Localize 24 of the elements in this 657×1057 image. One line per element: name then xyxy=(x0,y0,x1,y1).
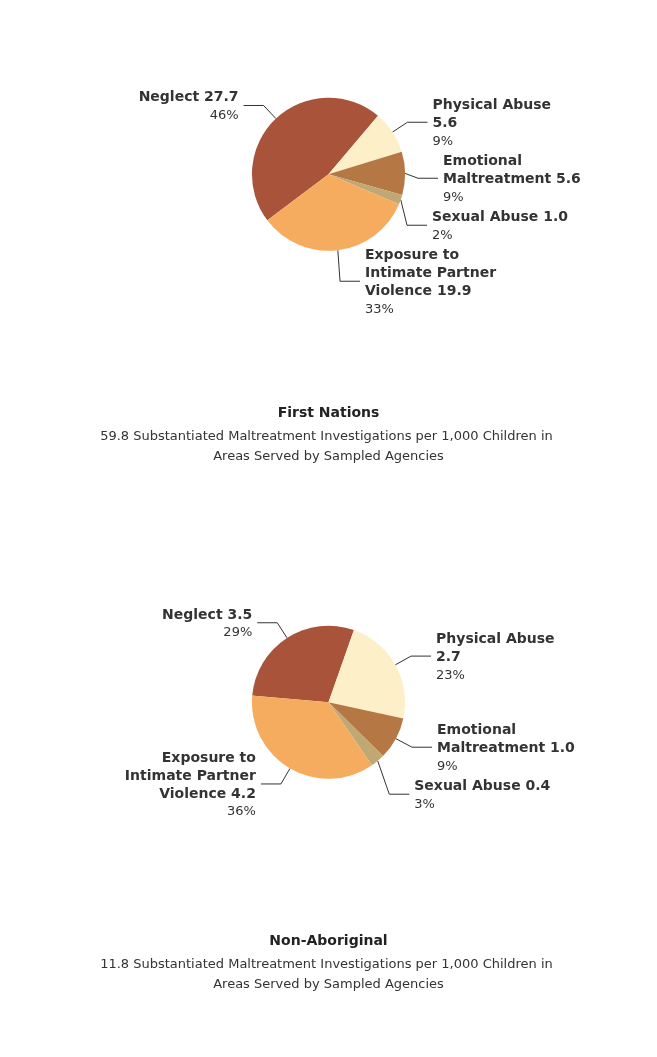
slice-label: Physical Abuse 5.6 xyxy=(432,96,552,131)
data-label: 2% xyxy=(432,226,453,242)
slice-label: Neglect 27.7 xyxy=(138,88,239,105)
data-label: 9% xyxy=(437,757,458,773)
slice-label: Sexual Abuse 1.0 xyxy=(432,208,569,225)
data-label: 23% xyxy=(436,666,465,682)
data-label: 33% xyxy=(365,300,394,316)
slice-label: Exposure to Intimate Partner Violence 4.2 xyxy=(124,748,257,801)
data-label: 9% xyxy=(432,132,454,148)
text: Non-Aboriginal xyxy=(269,932,388,948)
text: First Nations xyxy=(277,404,380,420)
slice-label: Emotional Maltreatment 1.0 xyxy=(437,721,576,756)
data-label: 9% xyxy=(443,188,464,204)
slice-label: Physical Abuse 2.7 xyxy=(436,630,555,665)
slice-label: Emotional Maltreatment 5.6 xyxy=(443,152,581,187)
data-label: 29% xyxy=(223,624,253,640)
text: 59.8 Substantiated Maltreatment Investigations per 1,000 Children in Areas Served by Sampled Agencies xyxy=(100,427,557,463)
slice-label: Neglect 3.5 xyxy=(162,605,253,622)
data-label: 3% xyxy=(414,795,435,811)
data-label: 36% xyxy=(227,803,256,819)
slice-label: Sexual Abuse 0.4 xyxy=(414,777,551,794)
data-label: 46% xyxy=(209,106,239,122)
text: 11.8 Substantiated Maltreatment Investigations per 1,000 Children in Areas Served by Sampled Agencies xyxy=(100,955,557,991)
slice-label: Exposure to Intimate Partner Violence 19.9 xyxy=(365,246,497,299)
